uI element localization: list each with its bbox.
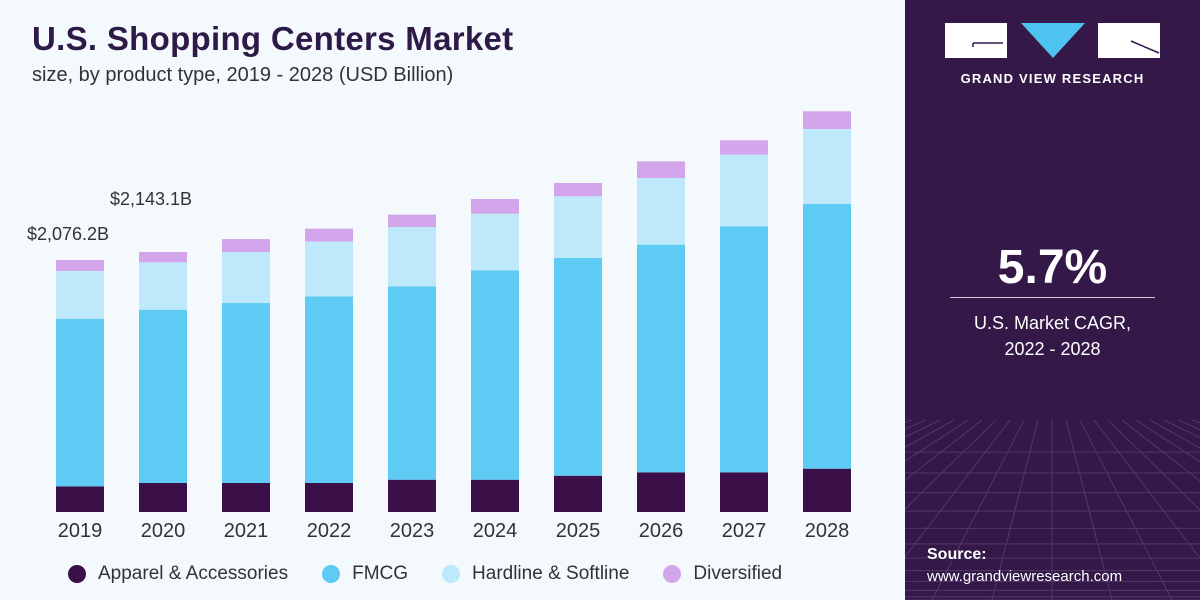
bar-segment-diversified-2025 [554, 182, 602, 197]
bar-segment-hardline-softline-2028 [803, 128, 851, 204]
bar-segment-hardline-softline-2020 [139, 262, 187, 310]
bar-segment-diversified-2020 [139, 251, 187, 263]
legend-label: Diversified [693, 563, 783, 584]
bar-segment-fmcg-2023 [388, 286, 436, 480]
x-tick-label: 2022 [307, 520, 352, 542]
x-tick-label: 2027 [722, 520, 767, 542]
bar-segment-hardline-softline-2024 [471, 213, 519, 271]
legend-swatch [663, 565, 682, 583]
x-tick-label: 2021 [224, 520, 269, 542]
grid-line [931, 420, 1025, 600]
x-tick-label: 2025 [556, 520, 601, 542]
divider [950, 297, 1155, 298]
bar-segment-apparel-accessories-2020 [139, 482, 187, 512]
legend-swatch [322, 565, 341, 583]
source: Source: www.grandviewresearch.com [927, 544, 1122, 588]
x-tick-label: 2023 [390, 520, 435, 542]
grid-line [1163, 420, 1200, 439]
source-label: Source: [927, 546, 987, 563]
cagr-label-line-2: 2022 - 2028 [1004, 339, 1101, 359]
chart-title: U.S. Shopping Centers Market [32, 20, 514, 57]
legend-item: Hardline & Softline [442, 563, 629, 585]
bar-segment-fmcg-2026 [637, 244, 685, 473]
bar-segment-hardline-softline-2019 [56, 270, 104, 319]
source-url[interactable]: www.grandviewresearch.com [927, 568, 1123, 585]
bar-segment-fmcg-2019 [56, 318, 104, 487]
grid-line [991, 420, 1039, 600]
bar-segment-diversified-2021 [222, 239, 270, 253]
stacked-bar-chart: 2019 $2,076.2B 2020 $2,143.1B 2021 2022 2023 20… [27, 111, 851, 542]
info-panel: GRAND VIEW RESEARCH 5.7% U.S. Market CAG… [905, 0, 1200, 600]
cagr-label-line-1: U.S. Market CAGR, [973, 313, 1132, 333]
cagr-value: 5.7% [997, 241, 1108, 294]
grid-line [905, 420, 927, 430]
bar-segment-hardline-softline-2022 [305, 241, 353, 297]
bar-segment-hardline-softline-2026 [637, 178, 685, 245]
legend-label: FMCG [352, 563, 409, 584]
data-label: $2,143.1B [110, 189, 192, 209]
grid-line [1177, 420, 1200, 431]
bar-segment-hardline-softline-2021 [222, 252, 270, 304]
cagr-label: U.S. Market CAGR, 2022 - 2028 [905, 310, 1200, 362]
x-tick-label: 2024 [473, 520, 518, 542]
grid-line [1121, 420, 1200, 482]
bar-segment-apparel-accessories-2024 [471, 479, 519, 512]
chart-subtitle: size, by product type, 2019 - 2028 (USD … [32, 64, 454, 86]
x-tick-label: 2026 [639, 520, 684, 542]
bar-segment-hardline-softline-2023 [388, 227, 436, 287]
grid-line [905, 420, 997, 510]
bar-segment-diversified-2028 [803, 111, 851, 129]
grid-line [1065, 420, 1113, 600]
grid-line [1107, 420, 1200, 511]
chart-area: U.S. Shopping Centers Market size, by pr… [26, 20, 851, 585]
grand-view-research-logo [945, 23, 1160, 58]
bar-segment-fmcg-2025 [554, 257, 602, 476]
grid-line [1135, 420, 1200, 463]
bar-segment-apparel-accessories-2025 [554, 475, 602, 512]
bar-segment-fmcg-2022 [305, 296, 353, 483]
bar-segment-diversified-2019 [56, 260, 104, 271]
legend-label: Apparel & Accessories [98, 563, 289, 584]
bar-segment-apparel-accessories-2021 [222, 482, 270, 512]
grid-line [905, 420, 1011, 558]
legend-swatch [68, 565, 86, 583]
brand-name: GRAND VIEW RESEARCH [960, 71, 1145, 86]
bar-segment-apparel-accessories-2027 [720, 472, 768, 512]
bar-segment-hardline-softline-2025 [554, 196, 602, 258]
grid-line [905, 420, 969, 462]
bar-segment-apparel-accessories-2023 [388, 479, 436, 512]
bar-segment-diversified-2026 [637, 161, 685, 179]
bar-segment-fmcg-2028 [803, 203, 851, 469]
bar-segment-hardline-softline-2027 [720, 154, 768, 227]
legend-item: FMCG [322, 563, 408, 585]
bar-segment-fmcg-2020 [139, 309, 187, 483]
data-label: $2,076.2B [27, 224, 109, 244]
bar-segment-diversified-2022 [305, 228, 353, 242]
grid-line [905, 420, 983, 481]
bar-segment-apparel-accessories-2022 [305, 482, 353, 512]
x-tick-label: 2019 [58, 520, 103, 542]
x-tick-label: 2028 [805, 520, 850, 542]
legend-label: Hardline & Softline [472, 563, 630, 584]
bar-segment-apparel-accessories-2019 [56, 486, 104, 512]
bar-segment-diversified-2024 [471, 199, 519, 214]
bar-segment-fmcg-2024 [471, 270, 519, 480]
grid-line [1093, 420, 1200, 559]
bar-segment-diversified-2023 [388, 214, 436, 228]
grid-line [1149, 420, 1200, 449]
grid-texture [905, 420, 1200, 600]
legend-item: Diversified [663, 563, 782, 585]
bar-segment-apparel-accessories-2026 [637, 472, 685, 512]
bar-segment-diversified-2027 [720, 140, 768, 155]
bar-segment-apparel-accessories-2028 [803, 468, 851, 512]
bar-segment-fmcg-2027 [720, 226, 768, 473]
legend-item: Apparel & Accessories [68, 563, 288, 585]
legend-swatch [442, 565, 461, 583]
grid-line [1079, 420, 1173, 600]
x-tick-label: 2020 [141, 520, 186, 542]
legend: Apparel & Accessories FMCG Hardline & Soft… [68, 563, 816, 585]
bar-segment-fmcg-2021 [222, 303, 270, 483]
